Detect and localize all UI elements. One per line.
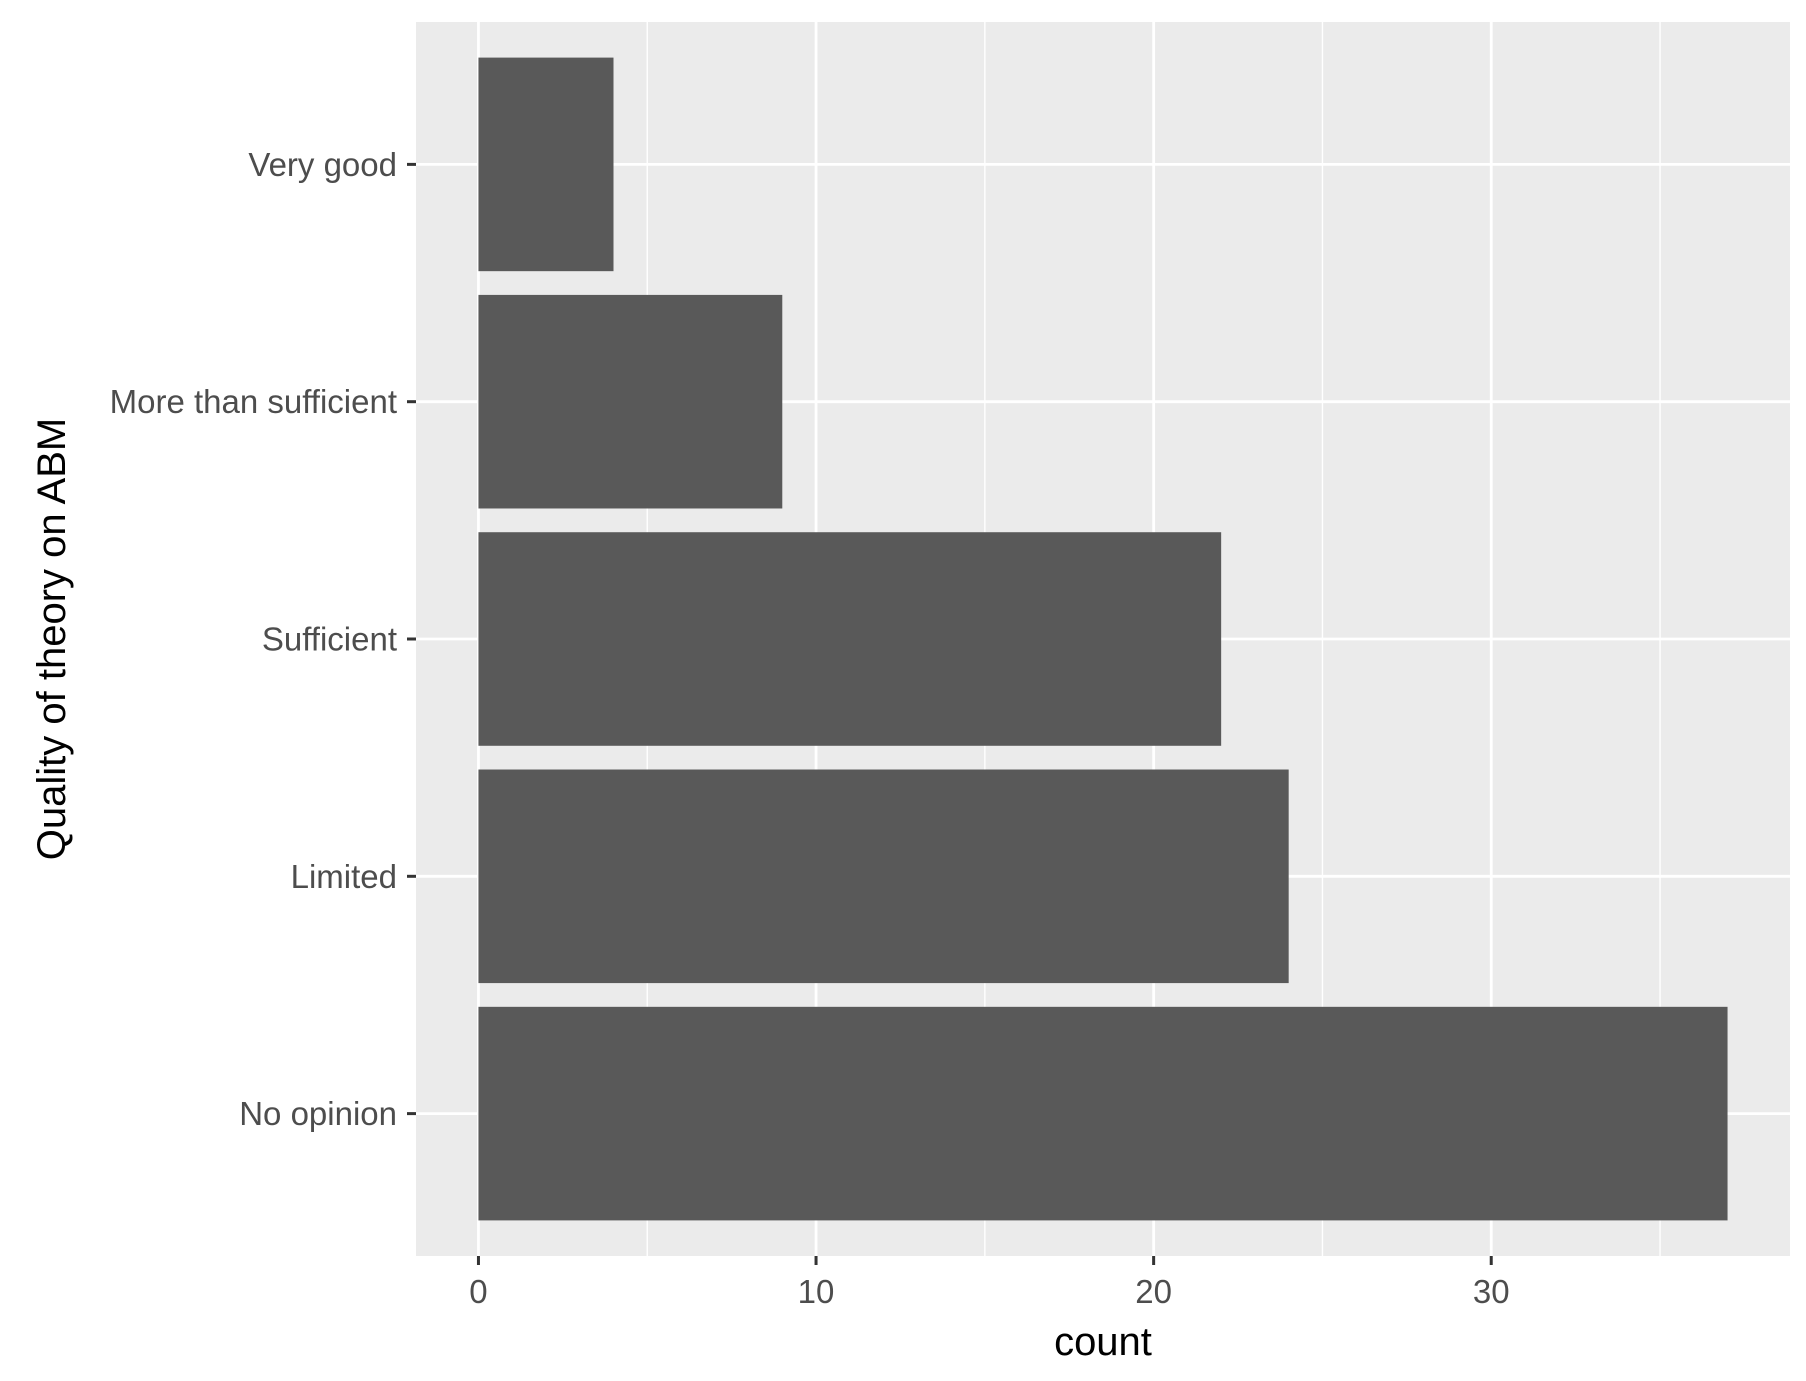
- y-tick-label: Sufficient: [262, 621, 397, 658]
- x-tick-label: 20: [1135, 1273, 1172, 1310]
- bars: [478, 57, 1728, 1221]
- y-tick-label: Limited: [291, 858, 397, 895]
- y-tick-label: More than sufficient: [110, 383, 397, 420]
- y-axis-title: Quality of theory on ABM: [30, 418, 74, 860]
- x-axis: 0 10 20 30: [469, 1256, 1510, 1310]
- bar-limited: [478, 769, 1289, 984]
- x-tick-label: 30: [1473, 1273, 1510, 1310]
- bar-no-opinion: [478, 1006, 1728, 1221]
- y-axis: No opinion Limited Sufficient More than suf…: [110, 146, 416, 1132]
- bar-very-good: [478, 57, 614, 272]
- bar-sufficient: [478, 532, 1222, 746]
- x-tick-label: 0: [469, 1273, 487, 1310]
- y-tick-label: No opinion: [239, 1095, 397, 1132]
- y-tick-label: Very good: [248, 146, 397, 183]
- bar-more-than-sufficient: [478, 294, 783, 509]
- x-tick-label: 10: [798, 1273, 835, 1310]
- x-axis-title: count: [1054, 1320, 1152, 1364]
